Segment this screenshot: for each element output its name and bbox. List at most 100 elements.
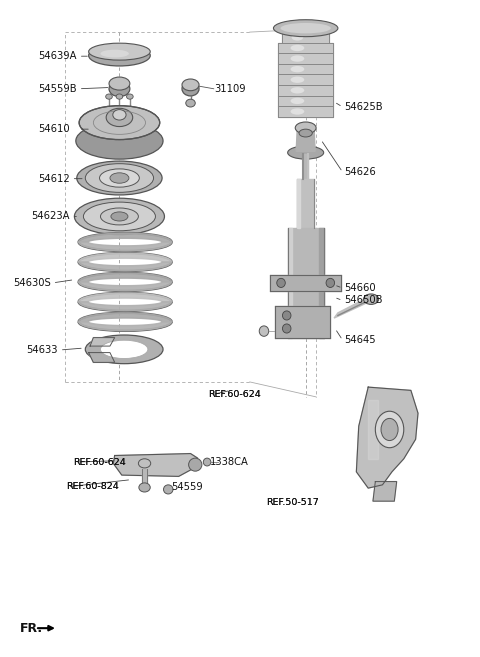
Ellipse shape <box>295 122 316 134</box>
Polygon shape <box>79 322 171 330</box>
Ellipse shape <box>99 169 139 187</box>
Ellipse shape <box>290 55 304 62</box>
Ellipse shape <box>290 87 304 93</box>
Ellipse shape <box>259 326 269 336</box>
Ellipse shape <box>100 340 148 359</box>
Ellipse shape <box>189 458 202 471</box>
Polygon shape <box>142 468 147 484</box>
Polygon shape <box>319 227 324 338</box>
Ellipse shape <box>290 77 304 83</box>
Ellipse shape <box>138 459 151 468</box>
Polygon shape <box>90 338 115 346</box>
Polygon shape <box>270 275 341 291</box>
Text: REF.50-517: REF.50-517 <box>266 498 319 507</box>
Text: 54633: 54633 <box>26 345 58 355</box>
Ellipse shape <box>111 212 128 221</box>
Polygon shape <box>278 106 333 117</box>
Text: REF.60-624: REF.60-624 <box>73 457 126 466</box>
Ellipse shape <box>89 45 150 66</box>
Polygon shape <box>288 227 324 338</box>
Polygon shape <box>296 131 315 151</box>
Polygon shape <box>79 233 171 242</box>
Ellipse shape <box>290 66 304 72</box>
Polygon shape <box>282 32 329 43</box>
Polygon shape <box>275 306 330 338</box>
Polygon shape <box>79 242 171 251</box>
Text: REF.60-824: REF.60-824 <box>66 482 119 491</box>
Ellipse shape <box>288 146 324 159</box>
Text: 54645: 54645 <box>345 335 376 345</box>
Ellipse shape <box>290 98 304 104</box>
Polygon shape <box>373 482 396 501</box>
Polygon shape <box>288 227 292 338</box>
Polygon shape <box>278 64 333 74</box>
Polygon shape <box>79 302 171 311</box>
Ellipse shape <box>375 411 404 447</box>
Ellipse shape <box>182 81 199 96</box>
Ellipse shape <box>85 335 163 364</box>
Ellipse shape <box>113 110 126 120</box>
Text: 54650B: 54650B <box>345 296 383 306</box>
Ellipse shape <box>106 94 112 99</box>
Polygon shape <box>278 96 333 106</box>
Text: 54623A: 54623A <box>31 212 70 221</box>
Polygon shape <box>334 296 370 318</box>
Ellipse shape <box>282 311 291 320</box>
Ellipse shape <box>100 208 138 225</box>
Ellipse shape <box>127 94 133 99</box>
Polygon shape <box>79 273 171 282</box>
Ellipse shape <box>299 129 312 137</box>
Polygon shape <box>278 43 333 53</box>
Ellipse shape <box>326 279 335 288</box>
Polygon shape <box>79 262 171 271</box>
Ellipse shape <box>85 164 154 193</box>
Ellipse shape <box>282 324 291 333</box>
Text: REF.60-624: REF.60-624 <box>73 457 126 466</box>
Polygon shape <box>356 387 418 488</box>
Polygon shape <box>303 154 308 179</box>
Text: 54630S: 54630S <box>13 278 51 288</box>
Text: REF.60-624: REF.60-624 <box>208 390 261 399</box>
Polygon shape <box>79 293 171 302</box>
Polygon shape <box>297 179 300 227</box>
Ellipse shape <box>139 483 150 492</box>
Polygon shape <box>278 74 333 85</box>
Ellipse shape <box>186 99 195 107</box>
Ellipse shape <box>77 161 162 195</box>
Ellipse shape <box>74 198 165 235</box>
Polygon shape <box>79 313 171 322</box>
Ellipse shape <box>280 23 331 34</box>
Ellipse shape <box>164 485 173 494</box>
Ellipse shape <box>89 43 150 60</box>
Polygon shape <box>89 353 115 363</box>
Ellipse shape <box>274 20 338 37</box>
Ellipse shape <box>291 34 303 41</box>
Ellipse shape <box>84 202 156 231</box>
Ellipse shape <box>290 108 304 115</box>
Ellipse shape <box>381 419 398 441</box>
Polygon shape <box>79 253 171 262</box>
Ellipse shape <box>109 77 130 90</box>
Ellipse shape <box>100 50 129 58</box>
Text: 54559: 54559 <box>171 482 204 492</box>
Text: REF.50-517: REF.50-517 <box>266 498 319 507</box>
Ellipse shape <box>116 94 123 99</box>
Text: REF.60-624: REF.60-624 <box>208 390 261 399</box>
Polygon shape <box>278 53 333 64</box>
Ellipse shape <box>182 79 199 91</box>
Ellipse shape <box>110 173 129 183</box>
Text: 54626: 54626 <box>345 167 376 177</box>
Polygon shape <box>278 85 333 96</box>
Text: 54660: 54660 <box>345 283 376 293</box>
Text: REF.60-824: REF.60-824 <box>66 482 119 491</box>
Text: 1338CA: 1338CA <box>209 457 248 467</box>
Text: FR.: FR. <box>20 622 43 635</box>
Ellipse shape <box>109 81 130 97</box>
Polygon shape <box>368 400 378 459</box>
Text: 54639A: 54639A <box>38 51 77 61</box>
Ellipse shape <box>277 279 285 288</box>
Ellipse shape <box>106 108 132 127</box>
Ellipse shape <box>76 123 163 159</box>
Text: 31109: 31109 <box>214 84 246 94</box>
Polygon shape <box>79 282 171 291</box>
